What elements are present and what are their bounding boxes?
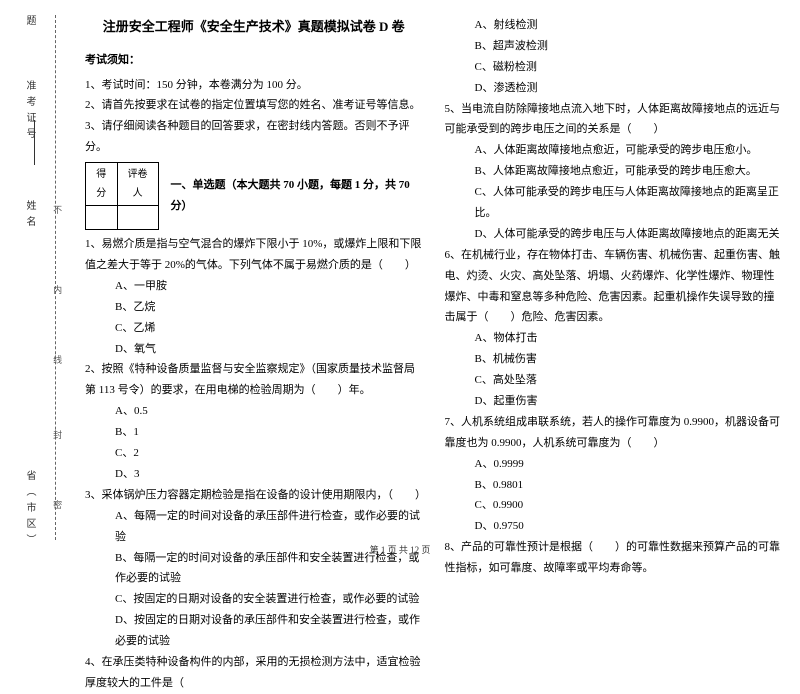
page-footer: 第 1 页 共 12 页 (0, 542, 800, 559)
q2-option-c: C、2 (85, 443, 423, 464)
q4-option-d: D、渗透检测 (445, 78, 783, 99)
margin-underline (34, 120, 35, 165)
q2-text: 2、按照《特种设备质量监督与安全监察规定》（国家质量技术监督局第 113 号令）… (85, 359, 423, 401)
q5-option-c: C、人体可能承受的跨步电压与人体距离故障接地点的距离呈正比。 (445, 182, 783, 224)
score-table: 得分 评卷人 (85, 162, 159, 230)
q2-option-a: A、0.5 (85, 401, 423, 422)
margin-seal-char-3: 线 (48, 355, 65, 364)
margin-seal-char-5: 密 (48, 500, 65, 509)
q4-option-a: A、射线检测 (445, 15, 783, 36)
q6-option-c: C、高处坠落 (445, 370, 783, 391)
q2-option-b: B、1 (85, 422, 423, 443)
q5-option-a: A、人体距离故障接地点愈近，可能承受的跨步电压愈小。 (445, 140, 783, 161)
notice-line-1: 1、考试时间：150 分钟，本卷满分为 100 分。 (85, 75, 423, 96)
q1-text: 1、易燃介质是指与空气混合的爆炸下限小于 10%，或爆炸上限和下限值之差大于等于… (85, 234, 423, 276)
q7-text: 7、人机系统组成串联系统，若人的操作可靠度为 0.9900，机器设备可靠度也为 … (445, 412, 783, 454)
margin-label-province: 省（市区） (20, 470, 39, 550)
q1-option-d: D、氧气 (85, 339, 423, 360)
q6-option-d: D、起重伤害 (445, 391, 783, 412)
margin-seal-char-1: 不 (48, 205, 65, 214)
q3-option-c: C、按固定的日期对设备的安全装置进行检查，或作必要的试验 (85, 589, 423, 610)
q1-option-c: C、乙烯 (85, 318, 423, 339)
q7-option-c: C、0.9900 (445, 495, 783, 516)
q4-option-c: C、磁粉检测 (445, 57, 783, 78)
notice-line-3: 3、请仔细阅读各种题目的回答要求，在密封线内答题。否则不予评分。 (85, 116, 423, 158)
q6-option-b: B、机械伤害 (445, 349, 783, 370)
q1-option-b: B、乙烷 (85, 297, 423, 318)
binding-margin: 题 准考证号 不 姓名 内 线 封 省（市区） 密 (0, 0, 70, 565)
notice-heading: 考试须知： (85, 50, 423, 71)
score-header-marker: 评卷人 (117, 163, 158, 206)
q7-option-d: D、0.9750 (445, 516, 783, 537)
margin-label-exam-id: 准考证号 (20, 80, 39, 144)
margin-label-ti: 题 (20, 15, 39, 31)
score-header-score: 得分 (86, 163, 118, 206)
section-1-title: 一、单选题（本大题共 70 小题，每题 1 分，共 70 分） (171, 175, 423, 217)
score-cell-blank (86, 206, 118, 230)
q3-option-d: D、按固定的日期对设备的承压部件和安全装置进行检查，或作必要的试验 (85, 610, 423, 652)
q7-option-a: A、0.9999 (445, 454, 783, 475)
q6-option-a: A、物体打击 (445, 328, 783, 349)
exam-title: 注册安全工程师《安全生产技术》真题模拟试卷 D 卷 (85, 15, 423, 40)
marker-cell-blank (117, 206, 158, 230)
margin-label-name: 姓名 (20, 200, 39, 232)
right-column: A、射线检测 B、超声波检测 C、磁粉检测 D、渗透检测 5、当电流自防除障接地… (445, 15, 783, 557)
q4-text: 4、在承压类特种设备构件的内部，采用的无损检测方法中，适宜检验厚度较大的工件是（ (85, 652, 423, 694)
q5-option-d: D、人体可能承受的跨步电压与人体距离故障接地点的距离无关 (445, 224, 783, 245)
q5-text: 5、当电流自防除障接地点流入地下时，人体距离故障接地点的远近与可能承受到的跨步电… (445, 99, 783, 141)
q6-text: 6、在机械行业，存在物体打击、车辆伤害、机械伤害、起重伤害、触电、灼烫、火灾、高… (445, 245, 783, 329)
q2-option-d: D、3 (85, 464, 423, 485)
margin-seal-char-2: 内 (48, 285, 65, 294)
q3-text: 3、采体锅炉压力容器定期检验是指在设备的设计使用期限内，（ ） (85, 485, 423, 506)
margin-seal-char-4: 封 (48, 430, 65, 439)
score-section: 得分 评卷人 一、单选题（本大题共 70 小题，每题 1 分，共 70 分） (85, 162, 423, 230)
margin-dashed-line (55, 15, 56, 540)
left-column: 注册安全工程师《安全生产技术》真题模拟试卷 D 卷 考试须知： 1、考试时间：1… (85, 15, 423, 557)
q4-option-b: B、超声波检测 (445, 36, 783, 57)
notice-line-2: 2、请首先按要求在试卷的指定位置填写您的姓名、准考证号等信息。 (85, 95, 423, 116)
q7-option-b: B、0.9801 (445, 475, 783, 496)
q1-option-a: A、一甲胺 (85, 276, 423, 297)
content-area: 注册安全工程师《安全生产技术》真题模拟试卷 D 卷 考试须知： 1、考试时间：1… (70, 0, 800, 565)
q5-option-b: B、人体距离故障接地点愈近，可能承受的跨步电压愈大。 (445, 161, 783, 182)
